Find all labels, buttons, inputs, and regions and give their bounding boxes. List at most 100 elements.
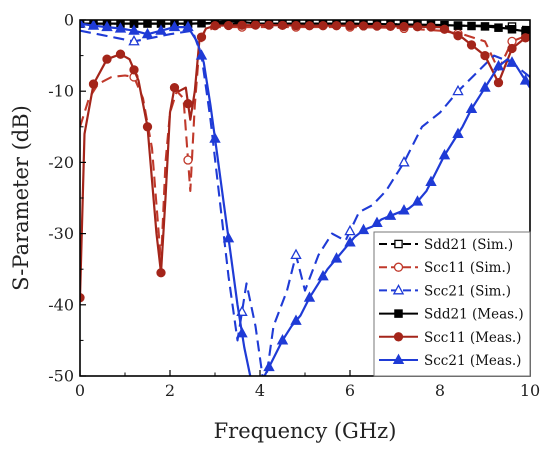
data-point-scc21-meas (452, 127, 464, 138)
data-point-scc11-meas (169, 82, 180, 93)
data-point-scc21-sim (452, 84, 464, 96)
data-point-scc11-meas (507, 43, 517, 54)
data-point-scc11-meas (102, 54, 112, 64)
legend-label: Scc21 (Meas.) (424, 353, 521, 369)
legend-box (373, 231, 531, 377)
legend-marker (393, 332, 404, 342)
data-point-scc21-meas (519, 74, 530, 85)
y-tick-label: -40 (48, 295, 74, 314)
data-point-scc11-meas (466, 40, 477, 50)
series-scc11-meas (80, 20, 530, 303)
data-point-scc21-meas (101, 20, 113, 32)
data-point-scc11-meas (80, 293, 85, 303)
data-point-scc21-meas (195, 49, 208, 60)
data-point-scc21-meas (317, 269, 329, 281)
data-point-scc11-meas (88, 79, 99, 89)
data-point-scc21-meas (479, 81, 491, 92)
data-point-scc21-meas (330, 252, 343, 263)
data-point-scc21-meas (168, 20, 181, 32)
data-point-sdd21-meas (480, 22, 490, 31)
data-point-scc21-meas (303, 291, 316, 302)
data-point-scc21-sim (128, 35, 140, 46)
data-point-scc21-meas (87, 20, 100, 30)
data-point-scc21-meas (141, 27, 154, 39)
data-point-scc21-meas (465, 102, 478, 114)
data-point-scc21-meas (492, 59, 505, 71)
data-point-scc11-meas (196, 32, 207, 42)
data-point-scc11-meas (210, 21, 220, 31)
data-point-scc11-meas (129, 65, 139, 75)
series-layer (80, 20, 530, 376)
data-point-scc11-meas (115, 49, 126, 59)
x-tick-label: 0 (75, 381, 85, 400)
ticks-layer: 0 2 4 6 8 10 0 -10 -20 -30 -40 -50 (48, 11, 540, 401)
data-point-sdd21-meas (467, 21, 476, 31)
data-point-scc21-sim (344, 224, 356, 236)
data-point-scc11-meas (453, 31, 463, 41)
data-point-scc11-meas (385, 21, 396, 31)
legend-item-sdd21-meas: Sdd21 (Meas.) (379, 307, 524, 323)
y-tick-label: -20 (48, 153, 74, 172)
data-point-scc11-meas (183, 99, 193, 109)
series-line-scc21-sim (80, 29, 530, 376)
legend-label: Sdd21 (Meas.) (424, 307, 524, 323)
data-point-scc21-meas (357, 223, 370, 235)
data-point-scc21-meas (411, 195, 424, 206)
data-point-scc21-meas (384, 209, 397, 220)
legend-label: Scc21 (Sim.) (424, 283, 511, 299)
data-point-sdd21-meas (143, 20, 152, 28)
data-point-scc11-meas (412, 22, 423, 32)
data-point-scc21-meas (425, 175, 437, 187)
data-point-scc21-meas (222, 231, 235, 243)
data-point-scc21-meas (438, 148, 451, 160)
legend-marker (393, 262, 404, 272)
data-point-scc11-meas (331, 21, 342, 31)
data-point-scc21-meas (236, 326, 248, 338)
data-point-scc11-meas (277, 20, 288, 30)
y-axis-title: S-Parameter (dB) (9, 105, 33, 291)
data-point-scc21-sim (398, 156, 410, 167)
y-tick-label: 0 (64, 11, 74, 30)
legend-item-scc11-sim: Scc11 (Sim.) (379, 260, 511, 276)
legend: Sdd21 (Sim.) Scc11 (Sim.) Scc21 (Sim.) Sdd2… (373, 231, 531, 377)
data-point-scc11-meas (304, 21, 315, 31)
x-tick-label: 2 (165, 381, 175, 400)
series-scc21-meas (80, 20, 530, 376)
legend-marker (392, 284, 405, 295)
x-tick-label: 10 (520, 381, 540, 400)
data-point-scc11-meas (264, 20, 274, 30)
data-point-sdd21-meas (197, 20, 206, 28)
x-tick-label: 6 (345, 381, 355, 400)
data-point-scc11-meas (399, 21, 409, 32)
data-point-scc11-meas (520, 33, 530, 43)
data-point-scc21-meas (209, 132, 221, 143)
data-point-scc11-sim (183, 155, 193, 165)
data-point-scc21-meas (290, 314, 302, 325)
legend-label: Scc11 (Sim.) (424, 260, 511, 276)
data-point-scc21-meas (344, 236, 356, 247)
data-point-scc21-sim (290, 248, 302, 260)
data-point-scc21-meas (80, 20, 86, 28)
x-tick-label: 4 (255, 381, 265, 400)
data-point-scc21-meas (398, 204, 410, 215)
legend-label: Sdd21 (Sim.) (424, 237, 513, 253)
data-point-scc11-meas (291, 20, 301, 31)
data-point-scc21-meas (263, 360, 275, 372)
legend-marker (394, 239, 403, 249)
data-point-scc11-meas (493, 78, 504, 88)
data-point-scc21-meas (128, 24, 140, 35)
data-point-scc21-meas (182, 20, 194, 32)
data-point-scc11-meas (156, 268, 166, 278)
legend-label: Scc11 (Meas.) (424, 330, 521, 346)
legend-item-scc21-meas: Scc21 (Meas.) (379, 353, 521, 369)
data-point-scc11-meas (480, 50, 490, 61)
data-point-scc21-meas (276, 334, 289, 345)
data-point-scc11-meas (250, 20, 261, 30)
data-point-sdd21-meas (494, 23, 503, 32)
x-axis-title: Frequency (GHz) (214, 419, 397, 443)
data-point-scc21-meas (371, 216, 383, 227)
x-tick-label: 8 (435, 381, 445, 400)
data-point-scc11-meas (439, 24, 450, 34)
legend-item-scc11-meas: Scc11 (Meas.) (379, 330, 521, 346)
